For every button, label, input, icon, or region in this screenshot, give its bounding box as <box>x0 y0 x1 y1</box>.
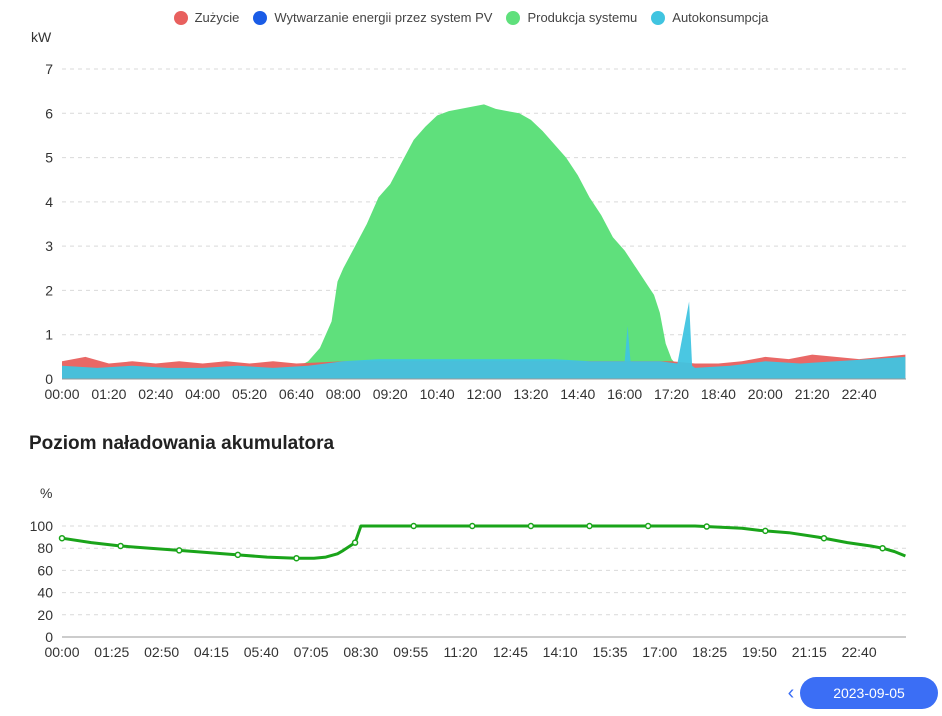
x-tick-label: 01:20 <box>91 386 126 402</box>
x-tick-label: 20:00 <box>748 386 783 402</box>
legend-item[interactable]: Produkcja systemu <box>506 10 637 25</box>
x-tick-label: 05:40 <box>244 644 279 660</box>
battery-point <box>469 522 476 530</box>
power-unit-label: kW <box>31 29 52 45</box>
x-tick-label: 05:20 <box>232 386 267 402</box>
y-tick-label: 3 <box>45 238 53 254</box>
y-tick-label: 100 <box>30 518 54 534</box>
previous-day-button[interactable]: ‹ <box>783 682 799 704</box>
y-tick-label: 4 <box>45 194 53 210</box>
legend-label: Produkcja systemu <box>527 10 638 25</box>
battery-point <box>175 547 183 554</box>
x-tick-label: 09:20 <box>373 386 408 402</box>
x-tick-label: 14:40 <box>560 386 595 402</box>
x-tick-label: 14:10 <box>543 644 578 660</box>
legend-dot-icon <box>651 10 666 25</box>
battery-unit-label: % <box>40 485 53 501</box>
legend-dot-icon <box>253 10 268 25</box>
legend-label: Zużycie <box>194 10 240 25</box>
date-picker-button[interactable]: 2023-09-05 <box>800 677 938 709</box>
x-tick-label: 12:45 <box>493 644 528 660</box>
x-tick-label: 18:25 <box>692 644 727 660</box>
x-tick-label: 22:40 <box>842 386 877 402</box>
battery-point <box>879 544 886 552</box>
chart-legend: Zużycie Wytwarzanie energii przez system … <box>0 10 942 25</box>
x-tick-label: 02:40 <box>138 386 173 402</box>
x-tick-label: 17:00 <box>642 644 677 660</box>
x-tick-label: 18:40 <box>701 386 736 402</box>
power-chart: 0 1 2 3 4 5 6 7 00:00 01:20 02:40 04:00 05:20 06:40 08… <box>44 61 906 402</box>
x-tick-label: 10:40 <box>420 386 455 402</box>
legend-label: Wytwarzanie energii przez system PV <box>274 10 493 25</box>
x-tick-label: 04:00 <box>185 386 220 402</box>
series-area-produkcja-systemu <box>296 104 678 380</box>
x-tick-label: 01:25 <box>94 644 129 660</box>
battery-point <box>644 522 652 530</box>
y-tick-label: 60 <box>37 562 53 578</box>
legend-dot-icon <box>506 10 521 25</box>
legend-item[interactable]: Wytwarzanie energii przez system PV <box>253 10 492 25</box>
y-tick-label: 40 <box>37 585 53 601</box>
x-tick-label: 17:20 <box>654 386 689 402</box>
battery-point <box>703 523 710 530</box>
battery-point <box>117 542 124 550</box>
y-tick-label: 80 <box>37 540 53 556</box>
y-tick-label: 0 <box>45 371 53 387</box>
x-tick-label: 08:30 <box>343 644 378 660</box>
x-tick-label: 08:00 <box>326 386 361 402</box>
x-tick-label: 07:05 <box>294 644 329 660</box>
x-tick-label: 11:20 <box>444 644 478 660</box>
x-tick-label: 06:40 <box>279 386 314 402</box>
series-area-autokonsumpcja <box>62 301 906 379</box>
y-tick-label: 20 <box>37 607 53 623</box>
x-tick-label: 13:20 <box>513 386 548 402</box>
y-tick-label: 6 <box>45 105 53 121</box>
x-tick-label: 19:50 <box>742 644 777 660</box>
x-tick-label: 22:40 <box>842 644 877 660</box>
x-tick-label: 12:00 <box>466 386 501 402</box>
battery-point <box>293 554 300 562</box>
battery-chart: 0 20 40 60 80 100 00:00 01:25 02:50 04:15 05:40 07:… <box>30 518 906 660</box>
y-tick-label: 7 <box>45 61 53 77</box>
y-tick-label: 0 <box>45 629 53 645</box>
legend-item[interactable]: Autokonsumpcja <box>651 10 768 25</box>
y-tick-label: 1 <box>45 327 53 343</box>
x-tick-label: 04:15 <box>194 644 229 660</box>
battery-point <box>234 551 242 559</box>
y-tick-label: 5 <box>45 150 53 166</box>
legend-item[interactable]: Zużycie <box>173 10 240 25</box>
battery-point <box>820 534 828 542</box>
battery-chart-title: Poziom naładowania akumulatora <box>29 433 335 454</box>
y-tick-label: 2 <box>45 282 53 298</box>
legend-label: Autokonsumpcja <box>672 10 769 25</box>
legend-dot-icon <box>173 10 188 25</box>
battery-point <box>58 534 66 542</box>
x-tick-label: 15:35 <box>592 644 627 660</box>
battery-point <box>586 522 593 530</box>
x-tick-label: 21:15 <box>792 644 827 660</box>
x-tick-label: 21:20 <box>795 386 830 402</box>
x-tick-label: 16:00 <box>607 386 642 402</box>
battery-point <box>351 539 359 546</box>
battery-level-line <box>61 524 906 560</box>
x-tick-label: 02:50 <box>144 644 179 660</box>
x-tick-label: 00:00 <box>44 386 79 402</box>
battery-point <box>527 522 535 530</box>
chevron-left-icon: ‹ <box>787 681 795 704</box>
x-tick-label: 00:00 <box>44 644 79 660</box>
battery-point <box>762 527 769 535</box>
battery-point <box>410 522 417 530</box>
x-tick-label: 09:55 <box>393 644 428 660</box>
